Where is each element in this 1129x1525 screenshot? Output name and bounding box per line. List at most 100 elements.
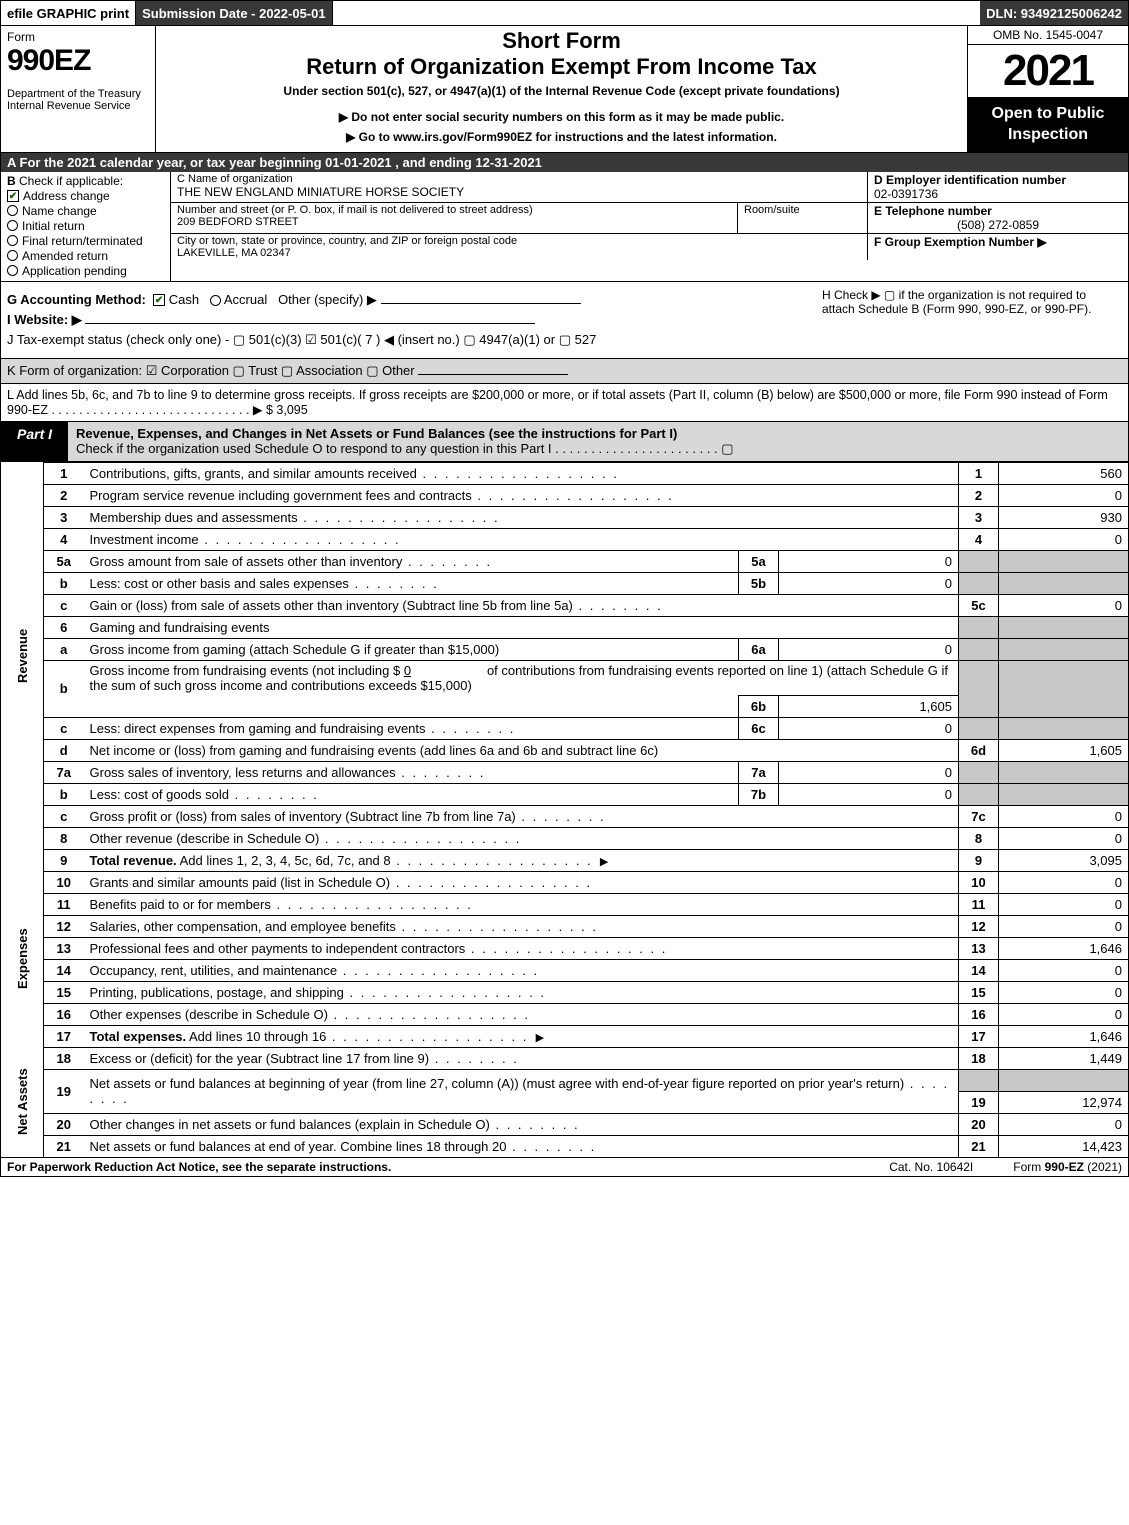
form-number: 990EZ <box>7 44 149 78</box>
g-accounting-method: G Accounting Method: ✔ Cash Accrual Othe… <box>7 292 802 308</box>
ln-7a-sn: 7a <box>739 761 779 783</box>
ln-18-num: 18 <box>44 1047 84 1069</box>
ln-2-rn: 2 <box>959 484 999 506</box>
part-i-title: Revenue, Expenses, and Changes in Net As… <box>68 422 1128 461</box>
ln-6a-sn: 6a <box>739 638 779 660</box>
ln-8-val: 0 <box>999 827 1129 849</box>
ln-3-num: 3 <box>44 506 84 528</box>
ln-9-val: 3,095 <box>999 849 1129 871</box>
chk-initial-return[interactable]: Initial return <box>7 219 164 233</box>
ln-16-desc: Other expenses (describe in Schedule O) <box>84 1003 959 1025</box>
ln-15-val: 0 <box>999 981 1129 1003</box>
ln-14-val: 0 <box>999 959 1129 981</box>
room-suite-box: Room/suite <box>737 203 867 233</box>
ln-11-num: 11 <box>44 893 84 915</box>
ln-5b-desc: Less: cost or other basis and sales expe… <box>84 572 739 594</box>
city-box: City or town, state or province, country… <box>171 234 868 260</box>
street-label: Number and street (or P. O. box, if mail… <box>177 204 731 216</box>
ln-19-rn: 19 <box>959 1091 999 1113</box>
chk-amended-return[interactable]: Amended return <box>7 249 164 263</box>
ln-16-val: 0 <box>999 1003 1129 1025</box>
ein-box: D Employer identification number 02-0391… <box>868 172 1128 202</box>
ln-14-rn: 14 <box>959 959 999 981</box>
ln-2-num: 2 <box>44 484 84 506</box>
ln-13-num: 13 <box>44 937 84 959</box>
ln-5a-rv-gray <box>999 550 1129 572</box>
ln-19-num: 19 <box>44 1069 84 1113</box>
ln-5a-sn: 5a <box>739 550 779 572</box>
ln-2-desc: Program service revenue including govern… <box>84 484 959 506</box>
ln-7a-sv: 0 <box>779 761 959 783</box>
ln-9-num: 9 <box>44 849 84 871</box>
ln-6b-sv: 1,605 <box>779 695 959 717</box>
check-if-applicable: Check if applicable: <box>19 174 123 188</box>
chk-address-change[interactable]: ✔Address change <box>7 189 164 203</box>
ln-7b-num: b <box>44 783 84 805</box>
ln-20-num: 20 <box>44 1113 84 1135</box>
ln-11-desc: Benefits paid to or for members <box>84 893 959 915</box>
open-to-public: Open to Public Inspection <box>968 98 1128 152</box>
chk-application-pending[interactable]: Application pending <box>7 264 164 278</box>
return-title: Return of Organization Exempt From Incom… <box>162 54 961 80</box>
ln-5a-desc: Gross amount from sale of assets other t… <box>84 550 739 572</box>
ln-5b-sn: 5b <box>739 572 779 594</box>
efile-print[interactable]: efile GRAPHIC print <box>1 1 136 25</box>
k-form-organization: K Form of organization: ☑ Corporation ▢ … <box>0 359 1129 384</box>
ln-6a-desc: Gross income from gaming (attach Schedul… <box>84 638 739 660</box>
header-right: OMB No. 1545-0047 2021 Open to Public In… <box>968 26 1128 152</box>
ln-6c-desc: Less: direct expenses from gaming and fu… <box>84 717 739 739</box>
ln-7c-val: 0 <box>999 805 1129 827</box>
d-label: D Employer identification number <box>874 173 1066 187</box>
ln-12-val: 0 <box>999 915 1129 937</box>
group-exemption-box: F Group Exemption Number ▶ <box>868 234 1128 260</box>
ln-5a-rn-gray <box>959 550 999 572</box>
omb-number: OMB No. 1545-0047 <box>968 26 1128 45</box>
ln-6-num: 6 <box>44 616 84 638</box>
ln-10-desc: Grants and similar amounts paid (list in… <box>84 871 959 893</box>
ln-9-rn: 9 <box>959 849 999 871</box>
ln-17-num: 17 <box>44 1025 84 1047</box>
footer-left: For Paperwork Reduction Act Notice, see … <box>7 1160 391 1174</box>
ln-6d-num: d <box>44 739 84 761</box>
ln-13-val: 1,646 <box>999 937 1129 959</box>
ln-18-rn: 18 <box>959 1047 999 1069</box>
city-value: LAKEVILLE, MA 02347 <box>177 247 861 259</box>
ln-18-desc: Excess or (deficit) for the year (Subtra… <box>84 1047 959 1069</box>
ln-6d-val: 1,605 <box>999 739 1129 761</box>
ln-8-desc: Other revenue (describe in Schedule O) <box>84 827 959 849</box>
ln-6c-sv: 0 <box>779 717 959 739</box>
form-id-block: Form 990EZ Department of the Treasury In… <box>1 26 156 152</box>
dept-treasury: Department of the Treasury Internal Reve… <box>7 88 149 112</box>
ln-17-desc: Total expenses. Add lines 10 through 16 <box>84 1025 959 1047</box>
ln-6d-rn: 6d <box>959 739 999 761</box>
ln-6-desc: Gaming and fundraising events <box>84 616 959 638</box>
form-header: Form 990EZ Department of the Treasury In… <box>0 26 1129 153</box>
chk-final-return[interactable]: Final return/terminated <box>7 234 164 248</box>
submission-date: Submission Date - 2022-05-01 <box>136 1 333 25</box>
side-label-expenses: Expenses <box>1 871 44 1047</box>
ln-21-val: 14,423 <box>999 1135 1129 1157</box>
ein-value: 02-0391736 <box>874 187 938 201</box>
ln-5c-val: 0 <box>999 594 1129 616</box>
ln-4-rn: 4 <box>959 528 999 550</box>
e-label: E Telephone number <box>874 204 992 218</box>
ln-17-rn: 17 <box>959 1025 999 1047</box>
ln-13-rn: 13 <box>959 937 999 959</box>
ln-5c-desc: Gain or (loss) from sale of assets other… <box>84 594 959 616</box>
side-label-revenue: Revenue <box>1 462 44 849</box>
chk-name-change[interactable]: Name change <box>7 204 164 218</box>
ln-4-desc: Investment income <box>84 528 959 550</box>
i-website: I Website: ▶ <box>7 312 802 328</box>
ln-12-rn: 12 <box>959 915 999 937</box>
city-label: City or town, state or province, country… <box>177 235 861 247</box>
ln-2-val: 0 <box>999 484 1129 506</box>
street-value: 209 BEDFORD STREET <box>177 216 731 228</box>
street-box: Number and street (or P. O. box, if mail… <box>171 203 737 233</box>
ln-21-desc: Net assets or fund balances at end of ye… <box>84 1135 959 1157</box>
ln-5c-num: c <box>44 594 84 616</box>
ln-19-val: 12,974 <box>999 1091 1129 1113</box>
ln-15-rn: 15 <box>959 981 999 1003</box>
telephone-box: E Telephone number (508) 272-0859 <box>868 203 1128 233</box>
ln-21-rn: 21 <box>959 1135 999 1157</box>
ln-8-rn: 8 <box>959 827 999 849</box>
